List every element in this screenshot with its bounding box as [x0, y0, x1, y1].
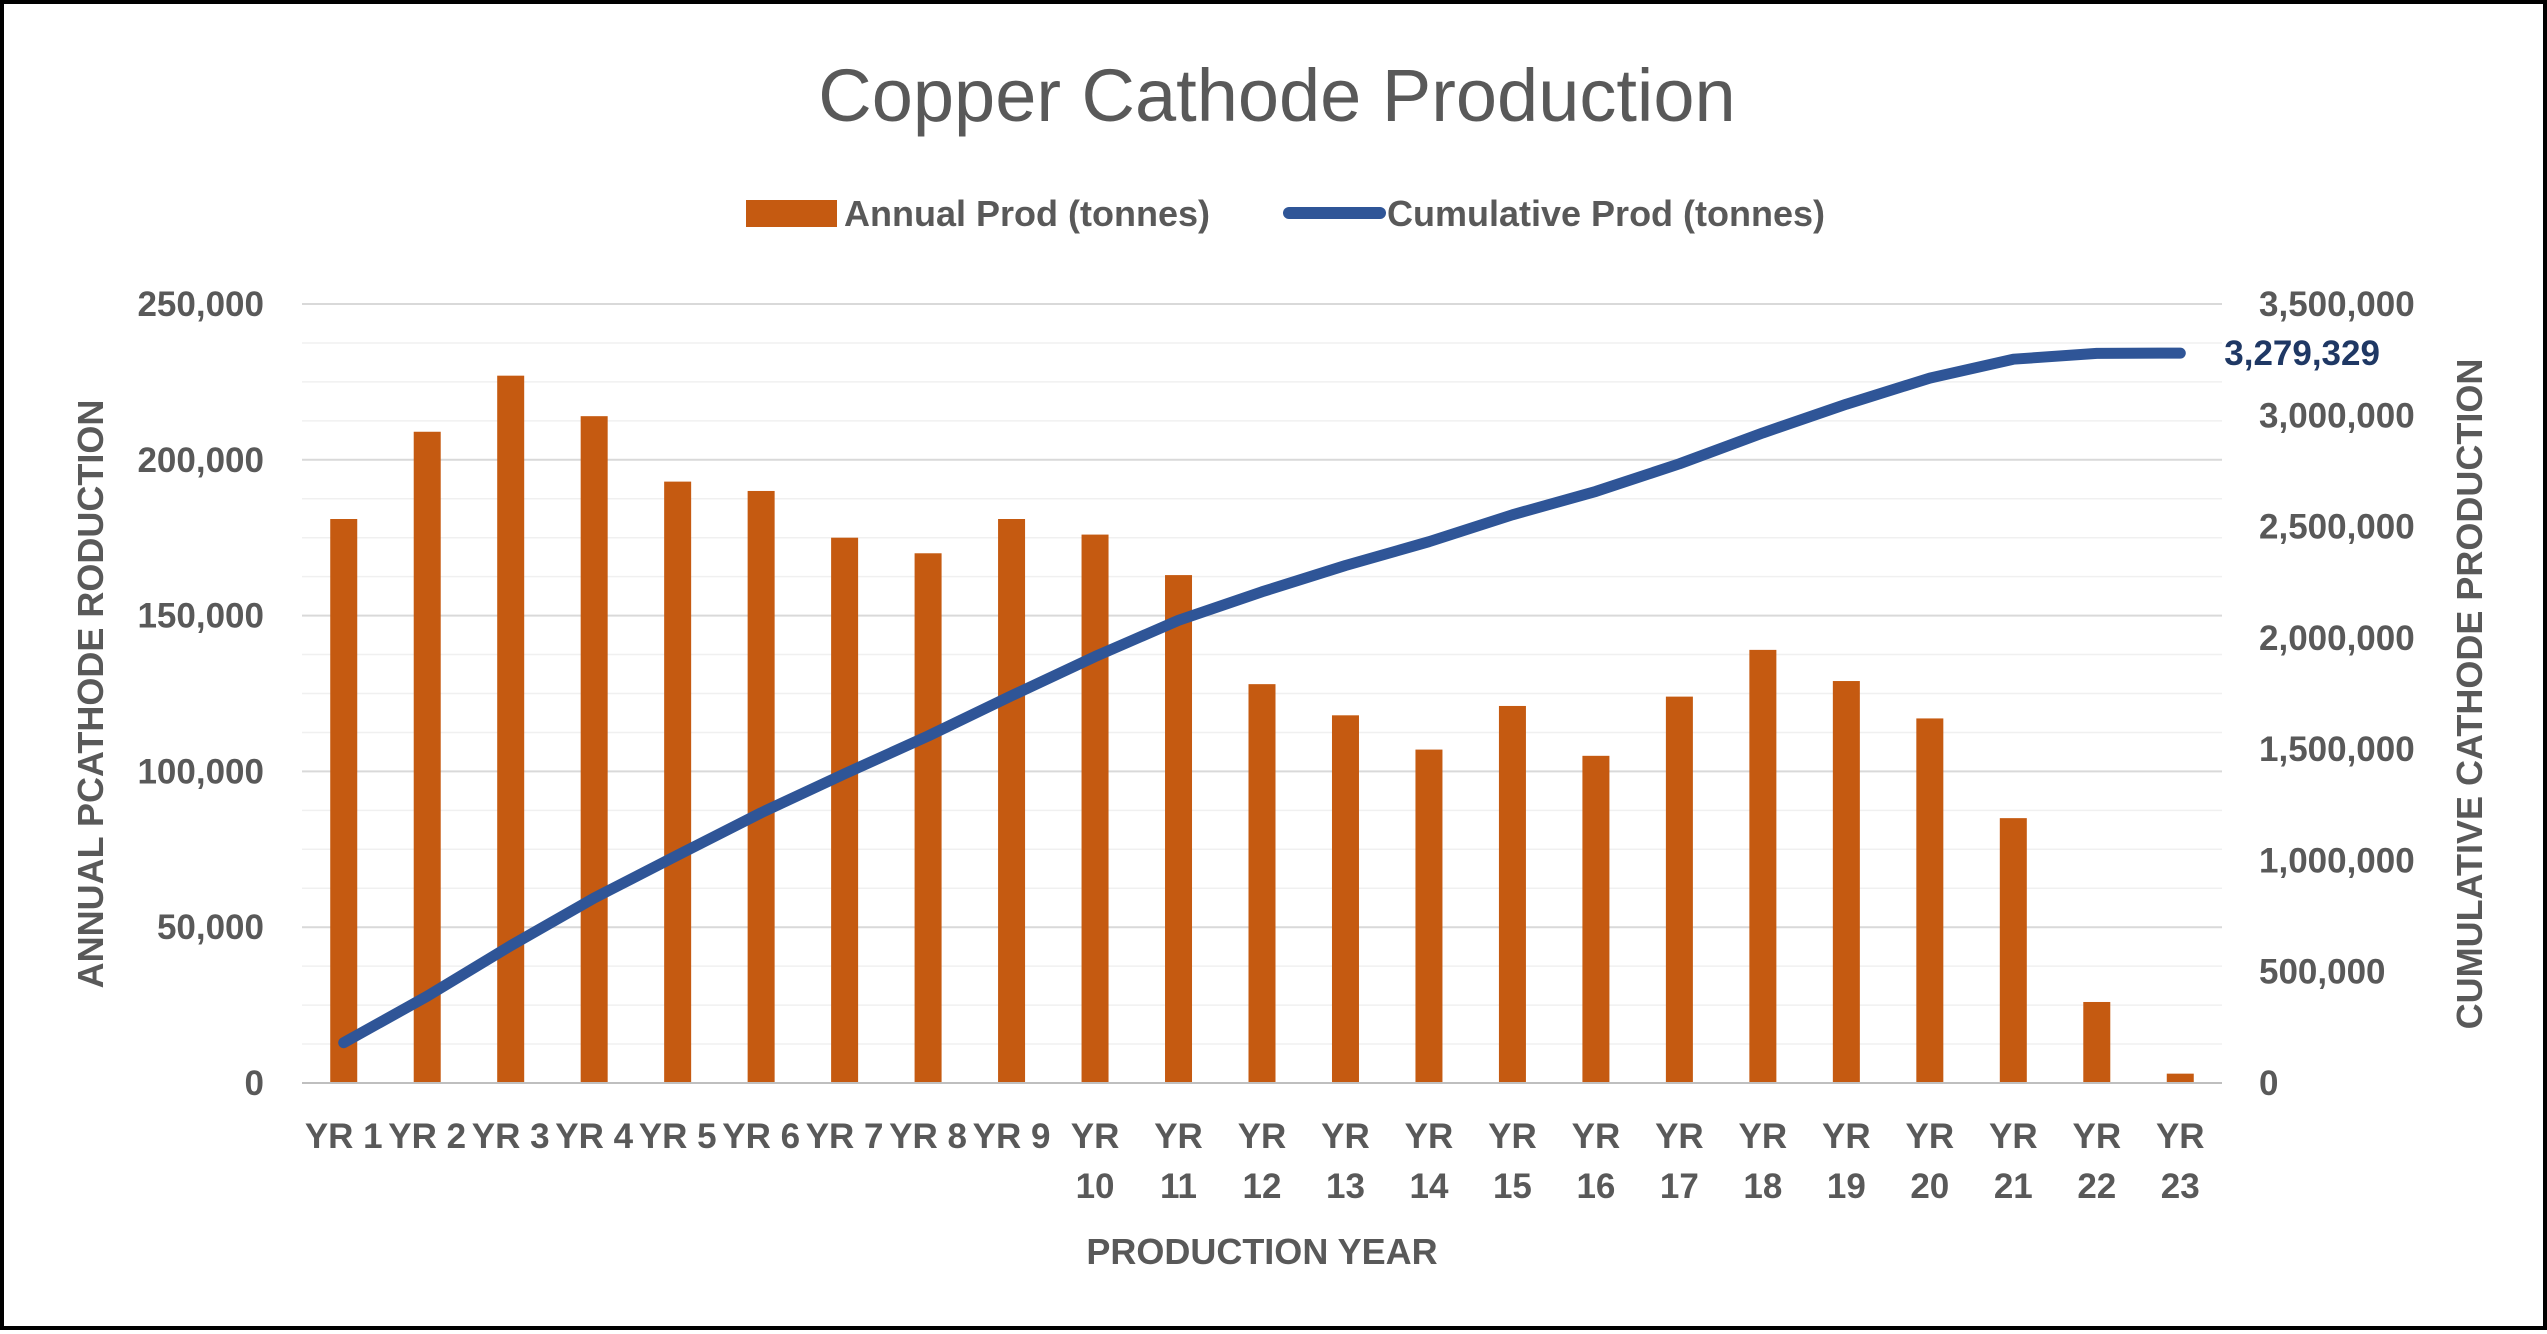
bar-yr-15 — [1498, 705, 1526, 1083]
legend-label-cumulative: Cumulative Prod (tonnes) — [1387, 193, 1825, 234]
bar-yr-14 — [1415, 749, 1443, 1083]
bar-yr-1 — [330, 519, 358, 1083]
bar-yr-9 — [998, 519, 1026, 1083]
bar-yr-3 — [497, 375, 525, 1084]
chart: Copper Cathode Production Annual Prod (t… — [70, 54, 2490, 1272]
cumulative-end-label: 3,279,329 — [2224, 334, 2380, 373]
x-tick-label: YR 22 — [2072, 1117, 2121, 1206]
bar-yr-11 — [1165, 575, 1193, 1083]
bar-yr-2 — [413, 431, 441, 1084]
right-tick-label: 1,000,000 — [2259, 841, 2415, 880]
x-tick-label: YR 2 — [388, 1117, 466, 1156]
bar-yr-17 — [1665, 696, 1693, 1083]
x-tick-label: YR 20 — [1906, 1117, 1955, 1206]
legend: Annual Prod (tonnes) Cumulative Prod (to… — [746, 193, 1825, 234]
bar-yr-5 — [664, 481, 692, 1083]
x-tick-label: YR 14 — [1405, 1117, 1454, 1206]
right-axis-title: CUMULATIVE CATHODE PRODUCTION — [2449, 359, 2490, 1030]
chart-title: Copper Cathode Production — [818, 54, 1735, 137]
cumulative-line — [338, 347, 2186, 1049]
x-tick-label: YR 15 — [1488, 1117, 1537, 1206]
x-tick-label: YR 18 — [1739, 1117, 1788, 1206]
legend-label-annual: Annual Prod (tonnes) — [844, 193, 1210, 234]
x-tick-label: YR 5 — [639, 1117, 717, 1156]
bar-yr-8 — [914, 553, 942, 1083]
bar-yr-12 — [1248, 684, 1276, 1083]
x-tick-label: YR 17 — [1655, 1117, 1704, 1206]
left-tick-label: 250,000 — [137, 285, 264, 324]
left-tick-label: 100,000 — [137, 752, 264, 791]
legend-swatch-annual — [746, 200, 837, 227]
left-axis-ticks: 0 50,000 100,000 150,000 200,000 250,000 — [137, 285, 264, 1103]
right-tick-label: 2,500,000 — [2259, 508, 2415, 547]
bar-yr-13 — [1331, 715, 1359, 1083]
left-tick-label: 150,000 — [137, 597, 264, 636]
x-tick-label: YR 10 — [1071, 1117, 1120, 1206]
left-axis-title: ANNUAL PCATHODE RODUCTION — [70, 400, 111, 989]
right-tick-label: 3,000,000 — [2259, 396, 2415, 435]
right-tick-label: 1,500,000 — [2259, 730, 2415, 769]
x-tick-label: YR 19 — [1822, 1117, 1871, 1206]
annual-bars — [330, 375, 2194, 1084]
bar-yr-10 — [1081, 534, 1109, 1083]
bar-yr-21 — [1999, 818, 2027, 1083]
bar-yr-23 — [2166, 1073, 2194, 1083]
bar-yr-4 — [580, 416, 608, 1083]
left-tick-label: 200,000 — [137, 441, 264, 480]
x-tick-label: YR 8 — [889, 1117, 967, 1156]
x-tick-label: YR 3 — [472, 1117, 550, 1156]
right-axis-ticks: 0 500,000 1,000,000 1,500,000 2,000,000 2,500… — [2259, 285, 2415, 1103]
bar-yr-19 — [1832, 681, 1860, 1083]
right-tick-label: 500,000 — [2259, 953, 2386, 992]
bar-yr-6 — [747, 490, 775, 1084]
bar-yr-7 — [831, 537, 859, 1083]
left-tick-label: 0 — [245, 1064, 264, 1103]
x-axis-title: PRODUCTION YEAR — [1086, 1231, 1437, 1272]
bar-yr-16 — [1582, 755, 1610, 1083]
x-tick-label: YR 11 — [1154, 1117, 1203, 1206]
x-tick-label: YR 12 — [1238, 1117, 1287, 1206]
bar-yr-18 — [1749, 649, 1777, 1083]
x-tick-label: YR 1 — [305, 1117, 383, 1156]
x-tick-label: YR 6 — [722, 1117, 800, 1156]
left-tick-label: 50,000 — [157, 908, 264, 947]
right-tick-label: 3,500,000 — [2259, 285, 2415, 324]
x-axis-ticks: YR 1 YR 2 YR 3 YR 4 YR 5 YR 6 YR 7 YR 8 YR 9 YR 10… — [305, 1117, 2205, 1206]
x-tick-label: YR 4 — [555, 1117, 633, 1156]
x-tick-label: YR 21 — [1989, 1117, 2038, 1206]
bar-yr-22 — [2083, 1001, 2111, 1083]
x-tick-label: YR 9 — [973, 1117, 1051, 1156]
right-tick-label: 2,000,000 — [2259, 619, 2415, 658]
bar-yr-20 — [1916, 718, 1944, 1083]
x-tick-label: YR 7 — [806, 1117, 884, 1156]
x-tick-label: YR 16 — [1572, 1117, 1621, 1206]
x-tick-label: YR 23 — [2156, 1117, 2205, 1206]
right-tick-label: 0 — [2259, 1064, 2278, 1103]
x-tick-label: YR 13 — [1321, 1117, 1370, 1206]
